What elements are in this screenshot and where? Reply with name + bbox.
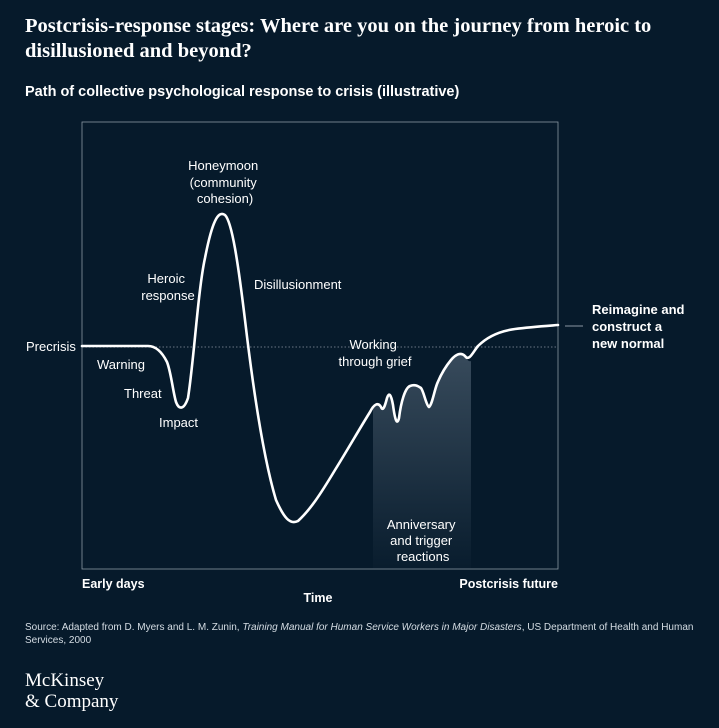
precrisis-label: Precrisis <box>26 339 76 354</box>
end-label: Reimagine and construct a new normal <box>592 302 688 351</box>
x-end-label: Postcrisis future <box>459 577 558 591</box>
plot-frame <box>81 121 559 570</box>
stage-label-warning: Warning <box>97 357 145 372</box>
x-axis-title: Time <box>304 591 333 605</box>
source-note: Source: Adapted from D. Myers and L. M. … <box>25 621 705 647</box>
stage-label-threat: Threat <box>124 386 162 401</box>
chart-title: Postcrisis-response stages: Where are yo… <box>25 15 652 62</box>
source-suffix: , US Department of Health and Human Serv… <box>25 622 694 646</box>
logo-line-1: McKinsey <box>25 670 105 691</box>
source-prefix: Source: Adapted from D. Myers and L. M. … <box>25 622 243 633</box>
x-start-label: Early days <box>82 577 145 591</box>
stage-label-working: Working through grief <box>339 337 412 369</box>
anniversary-shade <box>373 353 471 569</box>
stage-label-impact: Impact <box>159 415 198 430</box>
response-curve <box>80 212 560 524</box>
stage-label-disillusionment: Disillusionment <box>254 277 342 292</box>
source-title: Training Manual for Human Service Worker… <box>242 622 522 633</box>
chart-subtitle: Path of collective psychological respons… <box>25 84 460 100</box>
anniversary-label: Anniversary and trigger reactions <box>387 517 459 564</box>
stage-labels: Warning Threat Impact Heroic response Ho… <box>97 158 412 430</box>
logo-line-2: & Company <box>25 691 119 712</box>
stage-label-honeymoon: Honeymoon (community cohesion) <box>188 158 262 206</box>
stage-label-heroic: Heroic response <box>141 271 194 303</box>
mckinsey-logo: McKinsey & Company <box>25 670 118 712</box>
